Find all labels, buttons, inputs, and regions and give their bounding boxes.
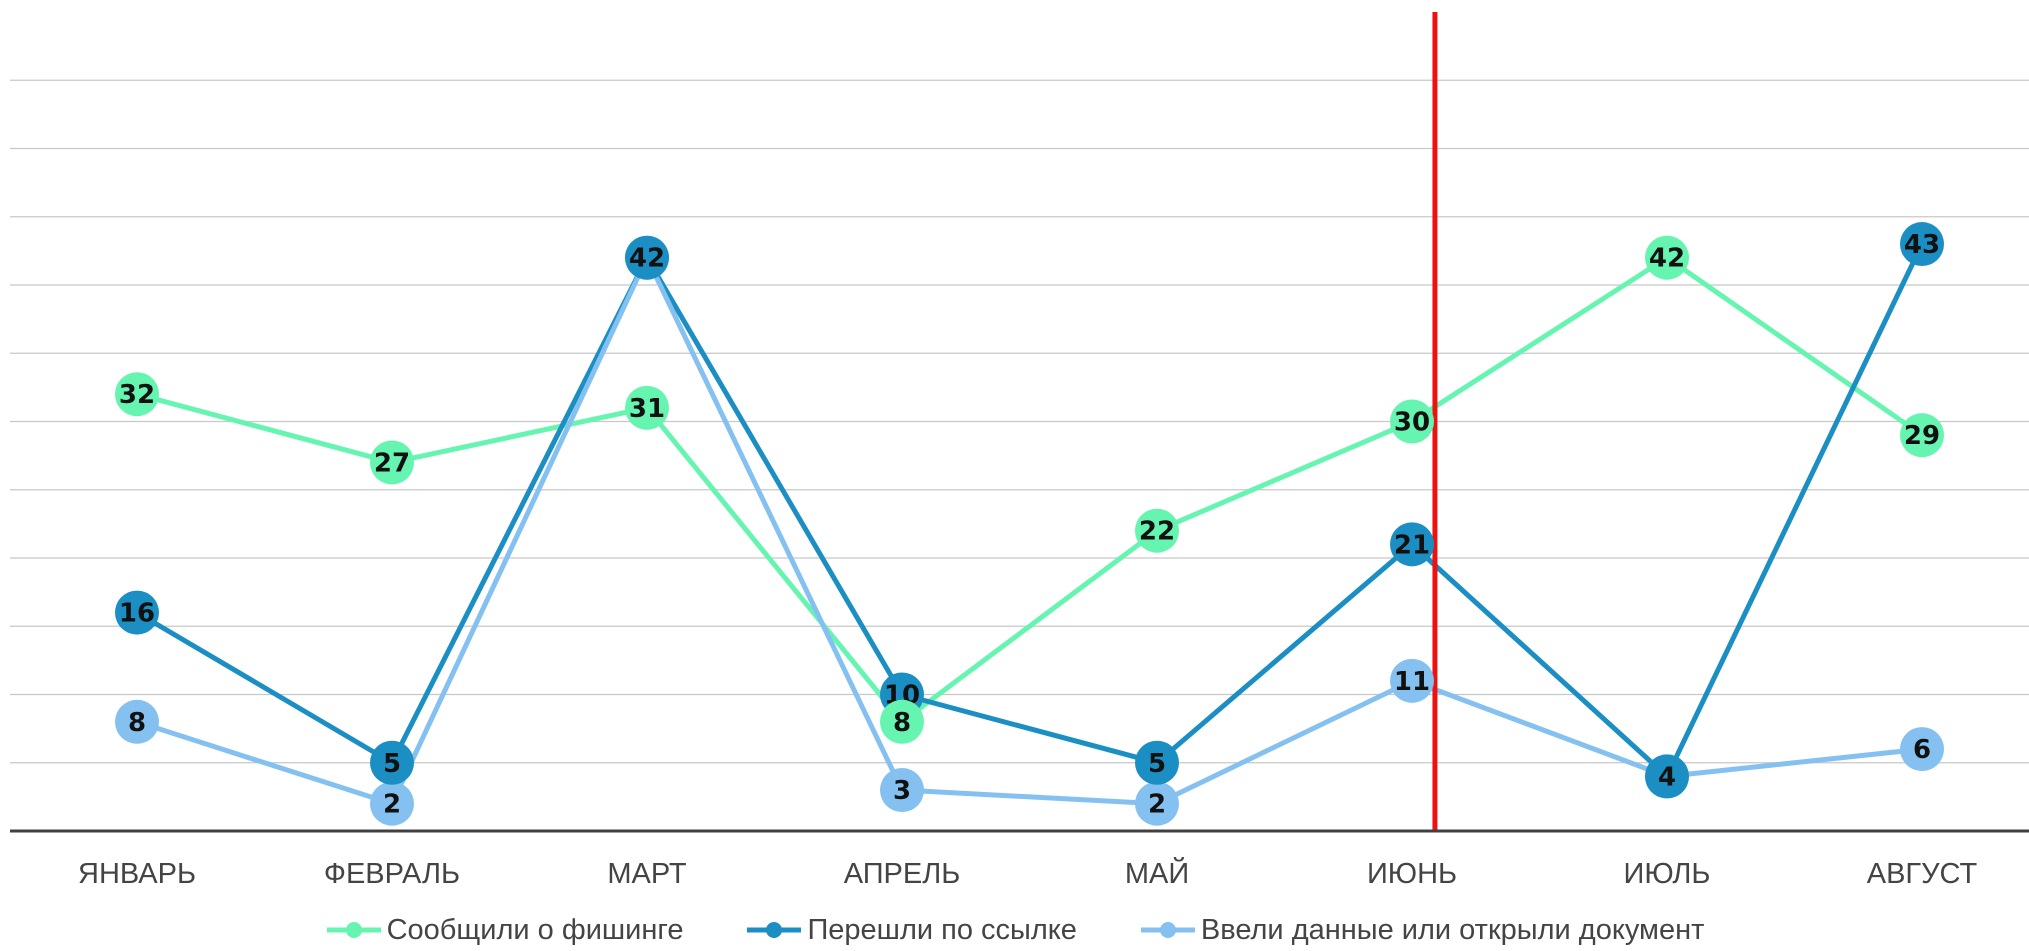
data-label: 42	[1649, 244, 1685, 274]
data-label: 16	[119, 599, 155, 629]
legend-swatch	[326, 922, 381, 938]
data-point	[1645, 235, 1689, 280]
data-point	[1900, 413, 1944, 458]
data-label: 8	[128, 708, 146, 738]
data-point	[1135, 740, 1179, 785]
data-label: 3	[893, 776, 911, 806]
legend-swatch	[747, 922, 802, 938]
data-label: 8	[893, 708, 911, 738]
data-label: 21	[1394, 530, 1430, 560]
data-label: 42	[629, 244, 665, 274]
data-point	[115, 590, 159, 635]
data-point	[1390, 658, 1434, 703]
data-point	[1135, 508, 1179, 553]
legend-label: Ввели данные или открыли документ	[1200, 913, 1705, 946]
data-point	[1645, 754, 1689, 799]
data-point	[115, 372, 159, 417]
legend: Сообщили о фишинге Перешли по ссылке Ввели…	[0, 910, 2029, 950]
data-label: 43	[1904, 230, 1940, 260]
gridlines	[10, 79, 2029, 764]
legend-swatch-marker	[766, 922, 783, 938]
data-label: 31	[629, 394, 665, 424]
data-point	[1390, 399, 1434, 444]
series-line	[136, 255, 1924, 725]
legend-label: Сообщили о фишинге	[386, 913, 684, 946]
series-lines	[135, 242, 1925, 807]
data-label: 5	[383, 749, 401, 779]
data-point	[1900, 222, 1944, 267]
x-axis-tick-labels: ЯНВАРЬ ФЕВРАЛЬ МАРТ АПРЕЛЬ МАЙ ИЮНЬ ИЮЛЬ АВГУСТ	[78, 856, 1978, 890]
series-points: 82423211461654210521443322731822304229	[115, 222, 1944, 826]
data-label: 30	[1394, 408, 1430, 438]
legend-label: Перешли по ссылке	[807, 913, 1077, 946]
series-line	[135, 242, 1925, 779]
legend-item: Сообщили о фишинге	[325, 910, 684, 950]
data-point	[625, 385, 669, 430]
legend-swatch-marker	[345, 922, 362, 938]
data-label: 6	[1913, 735, 1931, 765]
data-point	[1900, 727, 1944, 772]
data-label: 2	[383, 790, 401, 820]
x-tick-label: ИЮНЬ	[1367, 858, 1457, 890]
x-tick-label: ФЕВРАЛЬ	[324, 858, 460, 890]
legend-item: Перешли по ссылке	[745, 910, 1077, 950]
data-point	[370, 781, 414, 826]
legend-item: Ввели данные или открыли документ	[1139, 910, 1704, 950]
data-point	[1390, 522, 1434, 567]
data-label: 2	[1148, 790, 1166, 820]
data-label: 22	[1139, 517, 1175, 547]
data-point	[880, 699, 924, 744]
data-label: 27	[374, 448, 410, 478]
x-tick-label: ИЮЛЬ	[1624, 858, 1711, 890]
x-tick-label: АВГУСТ	[1867, 858, 1978, 890]
series-line	[136, 255, 1923, 807]
data-label: 32	[119, 380, 155, 410]
x-tick-label: ЯНВАРЬ	[78, 858, 196, 890]
x-tick-label: АПРЕЛЬ	[844, 858, 961, 890]
data-label: 11	[1394, 667, 1430, 697]
data-point	[625, 235, 669, 280]
data-point	[370, 440, 414, 485]
data-point	[1135, 781, 1179, 826]
data-point	[880, 768, 924, 813]
x-tick-label: МАЙ	[1125, 856, 1189, 890]
data-label: 4	[1658, 762, 1676, 792]
legend-swatch-marker	[1159, 922, 1176, 938]
data-point	[370, 740, 414, 785]
legend-swatch	[1140, 922, 1195, 938]
data-label: 5	[1148, 749, 1166, 779]
x-tick-label: МАРТ	[607, 858, 687, 890]
data-label: 29	[1904, 421, 1940, 451]
data-point	[115, 699, 159, 744]
